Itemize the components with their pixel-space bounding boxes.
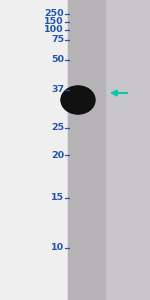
Ellipse shape (68, 91, 88, 110)
Ellipse shape (66, 89, 90, 111)
Text: 37: 37 (51, 85, 64, 94)
Text: 50: 50 (51, 56, 64, 64)
Ellipse shape (62, 87, 94, 113)
Ellipse shape (63, 88, 93, 112)
Text: 100: 100 (44, 26, 64, 34)
Ellipse shape (65, 89, 91, 111)
Ellipse shape (69, 91, 87, 109)
Text: 20: 20 (51, 151, 64, 160)
Text: 150: 150 (44, 17, 64, 26)
Ellipse shape (68, 91, 88, 109)
Text: 25: 25 (51, 124, 64, 133)
Ellipse shape (64, 88, 92, 112)
Text: 250: 250 (44, 10, 64, 19)
Ellipse shape (66, 89, 90, 111)
Ellipse shape (64, 88, 92, 112)
Ellipse shape (66, 90, 90, 110)
Ellipse shape (62, 87, 94, 113)
Ellipse shape (64, 88, 92, 112)
Ellipse shape (63, 87, 93, 113)
Text: 75: 75 (51, 35, 64, 44)
Ellipse shape (65, 88, 91, 112)
Ellipse shape (65, 89, 91, 111)
Text: 10: 10 (51, 244, 64, 253)
Ellipse shape (67, 90, 89, 110)
Ellipse shape (67, 90, 89, 110)
Bar (68, 0, 150, 300)
Text: 15: 15 (51, 194, 64, 202)
Bar (68, 0, 105, 300)
Ellipse shape (61, 86, 95, 114)
Ellipse shape (63, 87, 93, 113)
Ellipse shape (61, 86, 95, 114)
Ellipse shape (68, 90, 88, 110)
Ellipse shape (62, 86, 94, 114)
